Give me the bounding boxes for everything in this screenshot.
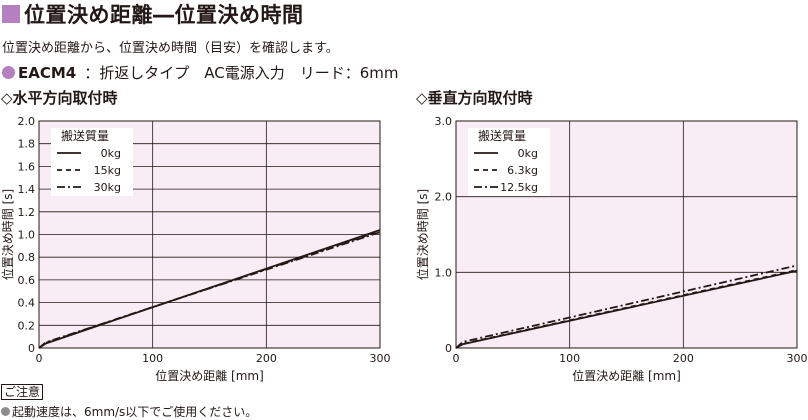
y-tick-label: 1.4: [18, 183, 36, 196]
x-tick-label: 0: [36, 352, 43, 365]
x-tick-label: 0: [453, 352, 460, 365]
legend-label: 12.5kg: [500, 181, 538, 194]
series-line-30kg: [38, 231, 381, 349]
x-tick-label: 100: [142, 352, 163, 365]
y-tick-label: 0.8: [18, 251, 36, 264]
legend-label: 15kg: [94, 164, 121, 177]
model-spec: ：折返しタイプ AC電源入力 リード：6mm: [84, 64, 399, 82]
page-subtitle: 位置決め距離から、位置決め時間（目安）を確認します。: [2, 41, 339, 56]
y-axis-label: 位置決め時間 [s]: [0, 189, 15, 280]
section-label-horizontal: ◇水平方向取付時: [1, 89, 118, 107]
y-tick-label: 1.0: [18, 229, 36, 242]
plot-frame: [455, 120, 798, 349]
legend-label: 0kg: [101, 147, 121, 160]
legend-box: [51, 128, 133, 196]
y-tick-label: 0.2: [18, 319, 36, 332]
x-axis-label: 位置決め距離 [mm]: [572, 368, 681, 383]
x-tick-label: 200: [256, 352, 277, 365]
x-tick-label: 300: [787, 352, 808, 365]
y-tick-label: 0.4: [18, 297, 36, 310]
y-tick-label: 2.0: [435, 191, 453, 204]
model-line: EACM4 ：折返しタイプ AC電源入力 リード：6mm: [2, 62, 398, 83]
legend-title: 搬送質量: [61, 128, 109, 143]
x-tick-label: 300: [370, 352, 391, 365]
series-line-12.5kg: [455, 264, 798, 349]
page-title: 位置決め距離―位置決め時間: [2, 0, 304, 28]
note-badge: ご注意: [1, 384, 44, 400]
model-name: EACM4: [18, 63, 77, 82]
y-tick-label: 3.0: [435, 115, 453, 128]
y-tick-label: 2.0: [18, 115, 36, 128]
y-tick-label: 1.8: [18, 138, 36, 151]
y-tick-label: 1.6: [18, 160, 36, 173]
note-line: 起動速度は、6mm/s以下でご使用ください。: [1, 403, 257, 420]
legend-label: 6.3kg: [507, 164, 538, 177]
x-axis-label: 位置決め距離 [mm]: [155, 368, 264, 383]
bullet-dot-icon: [2, 66, 15, 79]
page-title-text: 位置決め距離―位置決め時間: [24, 3, 304, 27]
legend-box: [468, 128, 550, 196]
legend-title: 搬送質量: [478, 128, 526, 143]
title-marker: [2, 5, 20, 23]
y-axis-label: 位置決め時間 [s]: [415, 189, 430, 280]
note-text: 起動速度は、6mm/s以下でご使用ください。: [12, 405, 258, 419]
x-tick-label: 100: [559, 352, 580, 365]
plot-frame: [38, 120, 381, 349]
chart-1: 0 0.2 0.4 0.6 0.8 1.0 1.2 1.4 1.6 1.8 2.0 0 100 200 30…: [0, 115, 391, 383]
y-tick-label: 1.2: [18, 206, 36, 219]
y-tick-label: 0: [28, 342, 35, 355]
chart-2: 0 1.0 2.0 3.0 0 100 200 300 位置決め距離 [mm] 位置決め時間 [s…: [415, 115, 808, 383]
y-tick-label: 1.0: [435, 266, 453, 279]
section-label-vertical: ◇垂直方向取付時: [416, 89, 533, 107]
y-tick-label: 0.6: [18, 274, 36, 287]
x-tick-label: 200: [673, 352, 694, 365]
legend-label: 0kg: [518, 147, 538, 160]
y-tick-label: 0: [445, 342, 452, 355]
legend-label: 30kg: [94, 181, 121, 194]
bullet-dot-icon: [1, 407, 10, 416]
